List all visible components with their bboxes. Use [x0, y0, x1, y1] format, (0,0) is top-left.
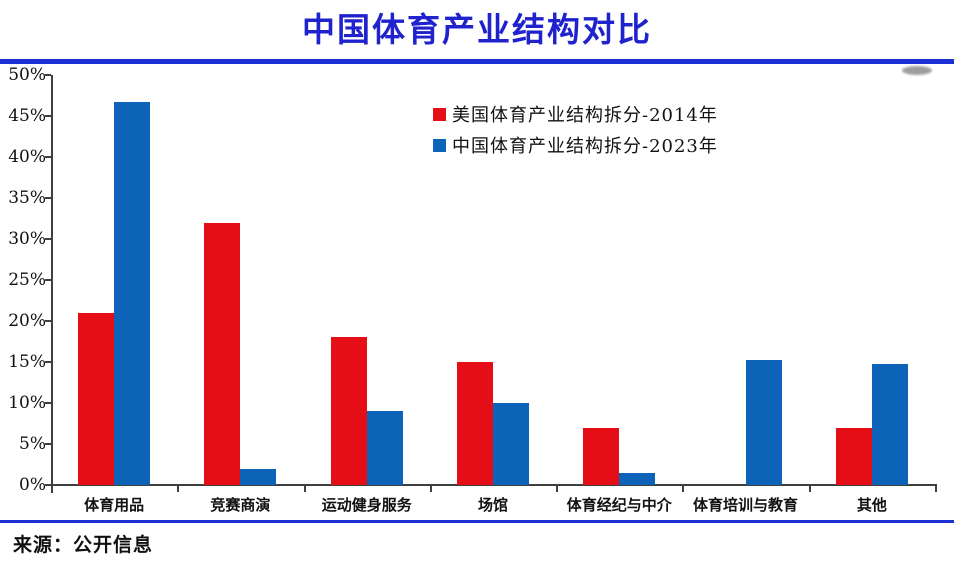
y-tick-label: 5% — [19, 434, 46, 454]
source-label: 来源：公开信息 — [13, 535, 154, 556]
y-tick-label: 0% — [19, 475, 46, 495]
bar-china2023-2 — [366, 411, 403, 485]
y-tick — [45, 279, 51, 281]
y-tick — [45, 197, 51, 199]
y-tick — [45, 402, 51, 404]
x-category-label: 场馆 — [477, 497, 508, 514]
chart-legend: 美国体育产业结构拆分-2014年 中国体育产业结构拆分-2023年 — [433, 100, 718, 159]
x-tick — [682, 485, 685, 492]
y-tick — [45, 484, 51, 486]
legend-item: 美国体育产业结构拆分-2014年 — [433, 100, 718, 128]
footer-rule — [0, 520, 954, 523]
y-tick-label: 40% — [8, 147, 46, 167]
watermark-ellipse-icon — [902, 66, 932, 75]
bar-china2023-5 — [745, 360, 782, 485]
bar-china2023-6 — [871, 364, 908, 485]
x-tick — [177, 485, 180, 492]
x-category-label: 其他 — [856, 497, 887, 514]
y-tick — [45, 443, 51, 445]
bar-china2023-3 — [493, 403, 529, 485]
bar-china2023-0 — [114, 102, 151, 485]
x-tick — [429, 485, 432, 492]
x-category-label: 竞赛商演 — [210, 497, 271, 514]
bar-us2014-0 — [78, 313, 115, 485]
y-tick — [45, 115, 51, 117]
bar-china2023-4 — [619, 473, 656, 485]
bar-china2023-1 — [240, 469, 277, 485]
legend-swatch-icon — [433, 138, 446, 152]
y-tick-label: 20% — [8, 311, 46, 331]
y-tick-label: 45% — [8, 106, 46, 126]
legend-label: 美国体育产业结构拆分-2014年 — [452, 105, 718, 126]
y-tick-label: 50% — [8, 65, 46, 85]
chart-title: 中国体育产业结构对比 — [302, 11, 652, 48]
bar-us2014-4 — [583, 428, 620, 485]
legend-swatch-icon — [433, 107, 446, 121]
x-category-label: 体育培训与教育 — [693, 497, 799, 514]
legend-label: 中国体育产业结构拆分-2023年 — [452, 136, 718, 157]
y-tick-label: 30% — [8, 229, 46, 249]
y-axis — [51, 75, 53, 493]
x-tick — [556, 485, 559, 492]
x-category-label: 体育用品 — [84, 497, 145, 514]
x-tick — [808, 485, 811, 492]
y-tick — [45, 238, 51, 240]
bar-us2014-2 — [330, 337, 367, 485]
x-category-label: 运动健身服务 — [321, 497, 412, 514]
x-tick — [303, 485, 306, 492]
x-category-label: 体育经纪与中介 — [566, 497, 672, 514]
x-tick — [935, 485, 937, 492]
y-tick — [45, 156, 51, 158]
y-tick-label: 25% — [8, 270, 46, 290]
legend-item: 中国体育产业结构拆分-2023年 — [433, 131, 718, 159]
bar-us2014-1 — [204, 223, 241, 485]
x-tick — [51, 485, 53, 492]
y-tick-label: 10% — [8, 393, 46, 413]
y-tick — [45, 361, 51, 363]
title-underline — [0, 59, 954, 64]
y-tick — [45, 320, 51, 322]
y-tick-label: 15% — [8, 352, 46, 372]
x-axis — [51, 484, 937, 486]
y-tick — [45, 74, 51, 76]
bar-us2014-3 — [457, 362, 493, 485]
bar-us2014-6 — [835, 428, 872, 485]
y-tick-label: 35% — [8, 188, 46, 208]
